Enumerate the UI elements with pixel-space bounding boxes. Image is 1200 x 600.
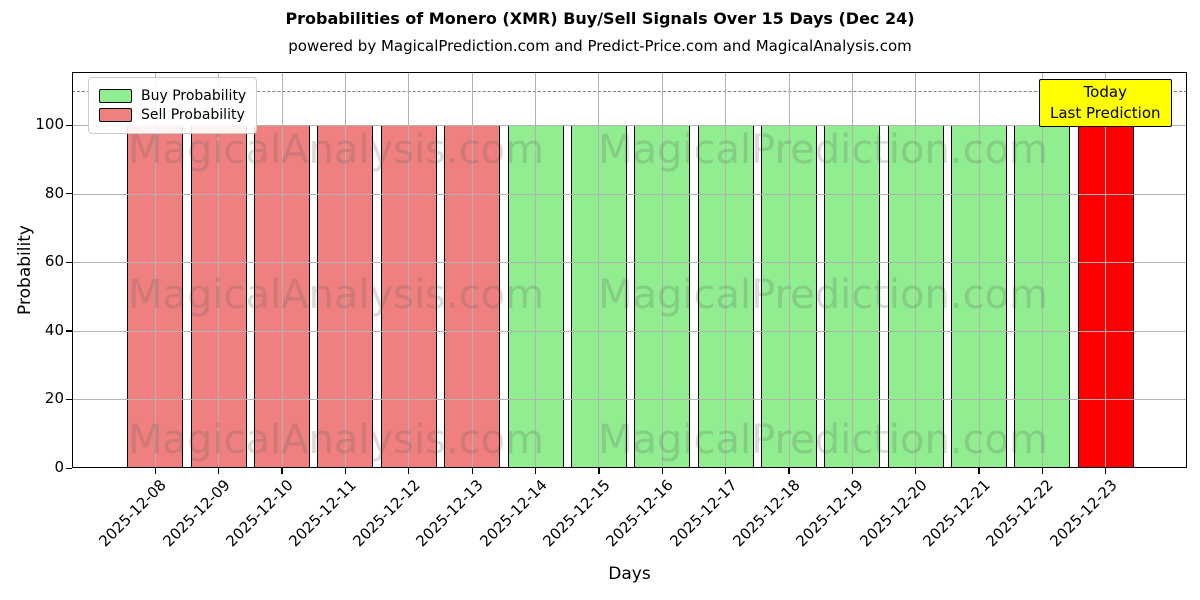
y-tick-label: 40 [44, 320, 64, 339]
x-tick-label: 2025-12-13 [412, 476, 487, 551]
y-tick-label: 0 [54, 458, 64, 476]
y-tick-label: 100 [35, 115, 64, 133]
legend-swatch-buy [99, 89, 132, 103]
x-tick-label: 2025-12-11 [285, 476, 361, 551]
x-tick-mark [915, 468, 917, 474]
x-tick-mark [408, 468, 410, 474]
x-axis-label: Days [608, 564, 651, 584]
y-gridline [72, 193, 1187, 195]
x-gridline [788, 72, 790, 468]
legend-row-sell: Sell Probability [99, 107, 246, 123]
x-tick-label: 2025-12-14 [475, 476, 551, 551]
y-gridline [72, 262, 1187, 264]
x-gridline [218, 72, 220, 468]
y-gridline [72, 125, 1187, 126]
y-tick-mark [66, 261, 72, 263]
chart-title: Probabilities of Monero (XMR) Buy/Sell S… [285, 9, 915, 28]
x-gridline [1105, 72, 1107, 468]
x-gridline [915, 72, 917, 468]
x-tick-label: 2025-12-18 [729, 476, 804, 551]
x-tick-mark [281, 468, 283, 474]
x-tick-mark [344, 468, 347, 474]
x-tick-mark [598, 468, 600, 474]
y-tick-mark [66, 193, 72, 195]
chart-subtitle: powered by MagicalPrediction.com and Pre… [288, 37, 912, 55]
plot-area: Probability Days Buy Probability Sell Pr… [15, 72, 1187, 584]
x-gridline [408, 72, 410, 468]
x-tick-label: 2025-12-15 [539, 476, 614, 551]
y-gridline [72, 399, 1187, 401]
x-tick-label: 2025-12-19 [792, 476, 868, 551]
x-gridline [535, 72, 537, 468]
x-tick-label: 2025-12-10 [222, 476, 297, 551]
x-gridline [281, 72, 283, 468]
x-tick-label: 2025-12-09 [159, 476, 234, 551]
y-tick-label: 20 [44, 389, 64, 408]
x-tick-mark [154, 468, 156, 474]
x-tick-mark [471, 468, 473, 474]
legend-label-sell: Sell Probability [141, 107, 245, 123]
x-tick-mark [724, 468, 727, 474]
x-tick-mark [1105, 468, 1107, 474]
x-gridline [598, 72, 600, 468]
x-tick-label: 2025-12-08 [95, 476, 171, 551]
x-tick-label: 2025-12-23 [1046, 476, 1121, 551]
x-tick-label: 2025-12-22 [982, 476, 1058, 551]
y-tick-mark [66, 330, 72, 332]
y-tick-mark [66, 124, 72, 126]
x-gridline [978, 72, 980, 468]
x-tick-mark [1041, 468, 1044, 474]
x-gridline [471, 72, 473, 468]
x-tick-label: 2025-12-16 [602, 476, 677, 551]
y-tick-label: 80 [44, 183, 64, 202]
x-gridline [725, 72, 727, 468]
today-annotation-line2: Last Prediction [1050, 104, 1161, 122]
legend-row-buy: Buy Probability [99, 88, 246, 104]
today-annotation-line1: Today [1083, 83, 1127, 101]
y-gridline [72, 330, 1187, 332]
y-tick-label: 60 [44, 252, 64, 271]
legend-swatch-sell [99, 108, 132, 122]
x-tick-label: 2025-12-17 [665, 476, 741, 551]
x-gridline [154, 72, 156, 468]
x-tick-mark [851, 468, 854, 474]
x-tick-mark [218, 468, 220, 474]
x-tick-mark [661, 468, 663, 474]
legend: Buy Probability Sell Probability [88, 77, 258, 134]
x-tick-label: 2025-12-21 [919, 476, 994, 551]
x-tick-mark [788, 468, 790, 474]
dashed-threshold-line [72, 90, 1187, 92]
x-tick-label: 2025-12-12 [349, 476, 424, 551]
y-tick-mark [66, 467, 72, 469]
x-gridline [1041, 72, 1043, 468]
x-gridline [851, 72, 853, 468]
legend-label-buy: Buy Probability [141, 88, 247, 104]
x-gridline [344, 72, 346, 468]
x-gridline [661, 72, 663, 468]
x-tick-mark [978, 468, 980, 474]
x-tick-mark [534, 468, 537, 474]
x-tick-label: 2025-12-20 [856, 476, 931, 551]
y-tick-mark [66, 398, 72, 401]
today-annotation: Today Last Prediction [1039, 79, 1172, 127]
